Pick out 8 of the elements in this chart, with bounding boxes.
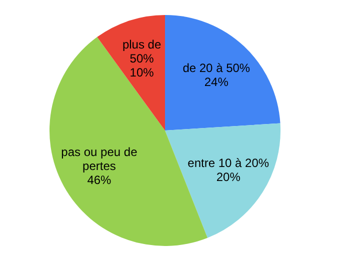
slice-label: plus de 50%	[122, 37, 162, 66]
slice-label: entre 10 à 20%	[188, 156, 270, 170]
data-label: 46%	[87, 172, 112, 187]
data-label: 24%	[204, 75, 229, 90]
slice-label: de 20 à 50%	[182, 61, 250, 76]
data-label: 20%	[216, 170, 241, 184]
data-label: 10%	[130, 65, 154, 80]
slice-label: pas ou peu de pertes	[61, 144, 138, 173]
